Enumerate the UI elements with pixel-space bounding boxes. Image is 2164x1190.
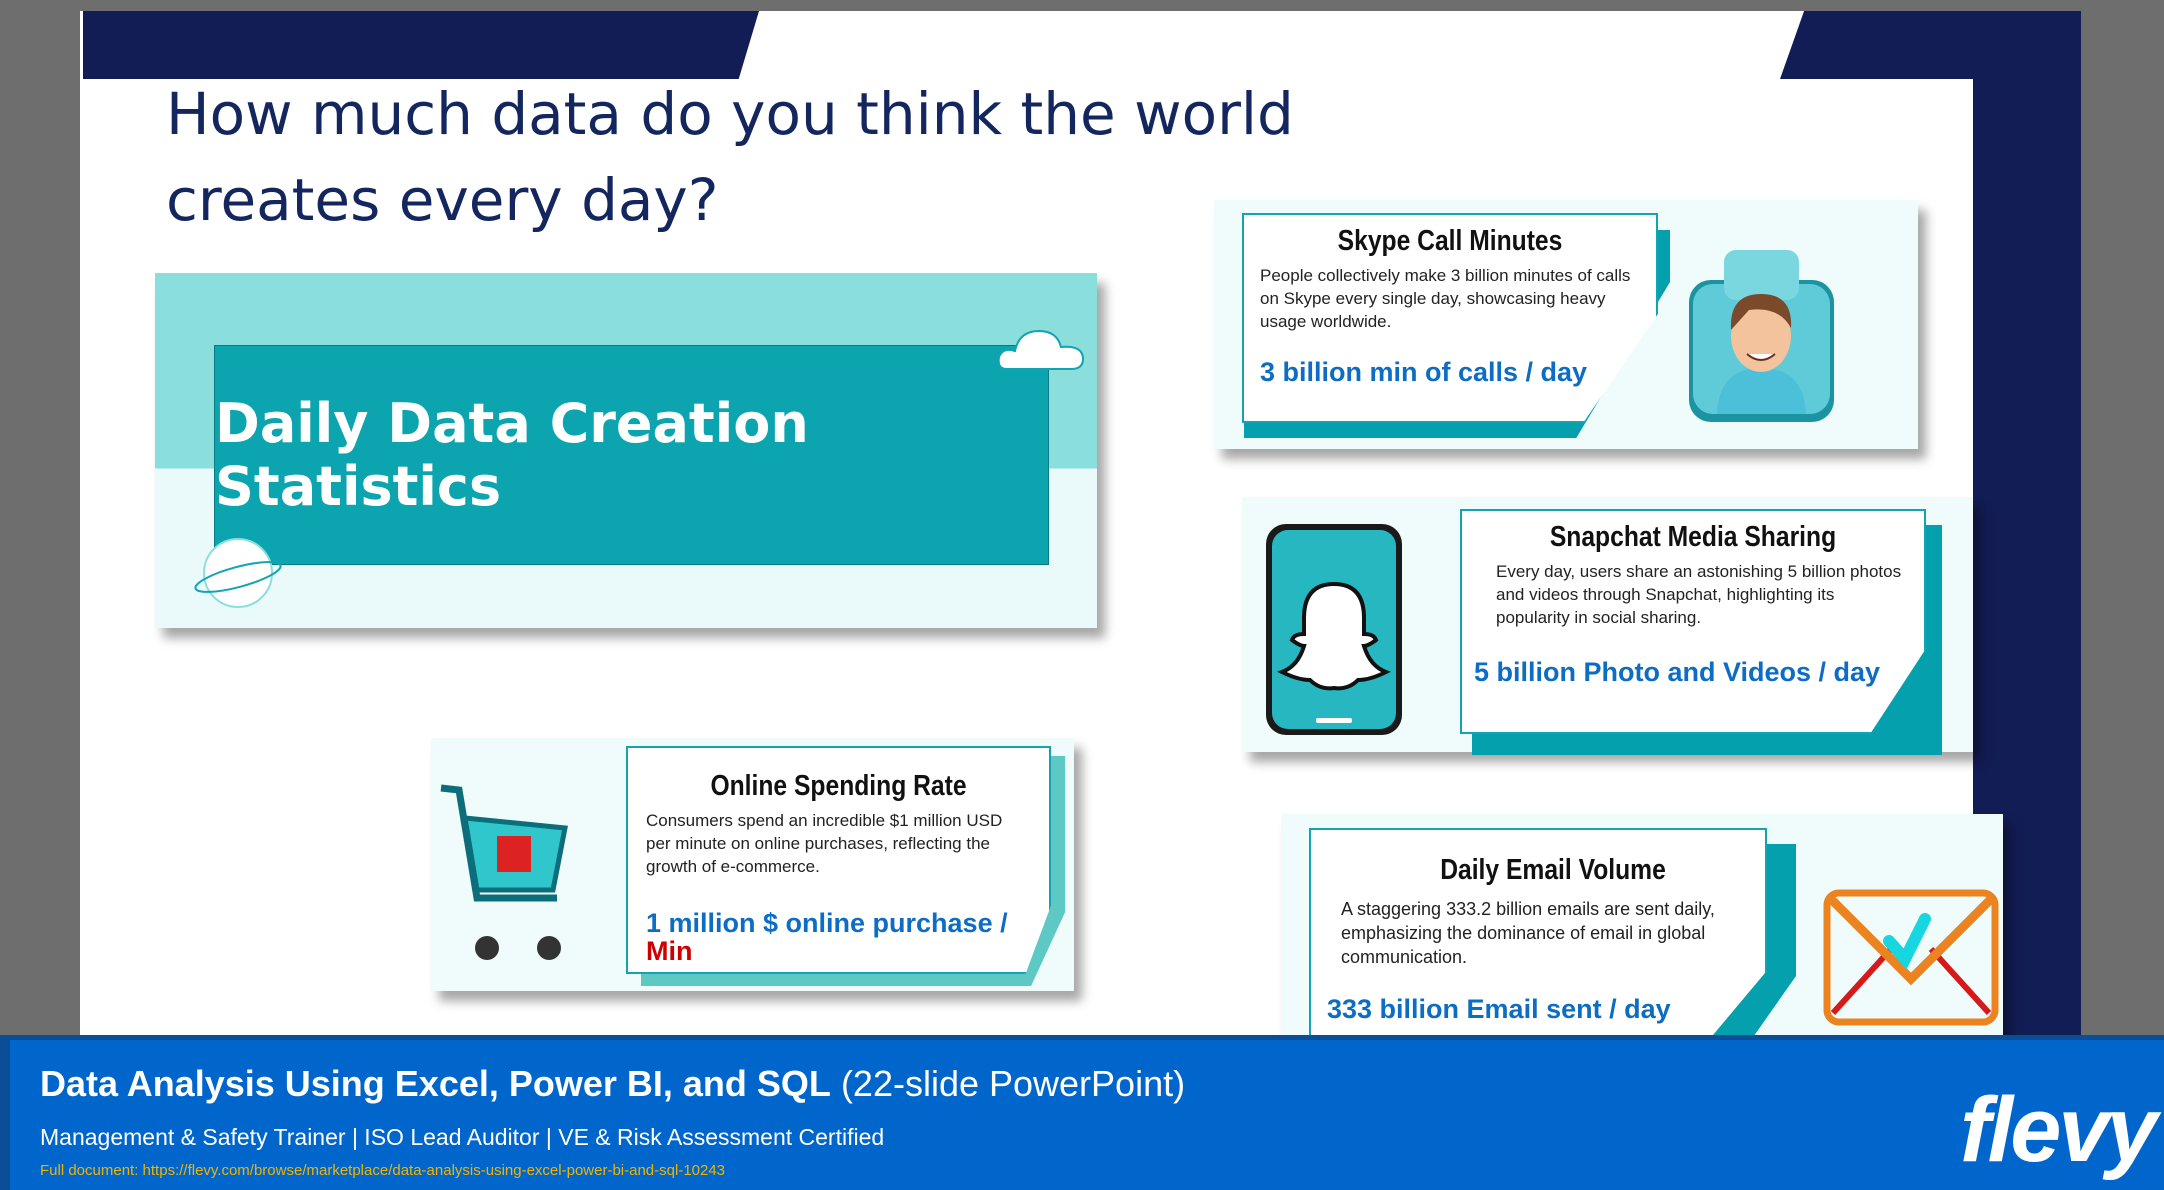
card-title: Online Spending Rate — [710, 770, 967, 802]
skype-panel: Skype Call Minutes People collectively m… — [1242, 213, 1658, 423]
card-title: Snapchat Media Sharing — [1549, 521, 1837, 553]
card-title: Daily Email Volume — [1440, 854, 1666, 886]
top-right-decor-bar — [1780, 11, 2081, 79]
slide-title: How much data do you think the world cre… — [166, 80, 1294, 234]
shopping-cart-icon — [437, 778, 572, 968]
document-title-suffix: (22-slide PowerPoint) — [840, 1063, 1186, 1104]
card-stat: 333 billion Email sent / day — [1327, 994, 1671, 1024]
slide: How much data do you think the world cre… — [80, 11, 2081, 1041]
footer-banner: Data Analysis Using Excel, Power BI, and… — [0, 1035, 2164, 1190]
skype-card: Skype Call Minutes People collectively m… — [1214, 200, 1918, 449]
document-title-main: Data Analysis Using Excel, Power BI, and… — [40, 1063, 831, 1104]
flevy-logo[interactable]: flevy — [1960, 1079, 2158, 1181]
card-stat: 3 billion min of calls / day — [1260, 357, 1588, 387]
online-spending-panel: Online Spending Rate Consumers spend an … — [626, 746, 1051, 974]
banner-card: Daily Data Creation Statistics — [155, 273, 1097, 628]
banner-title: Daily Data Creation Statistics — [215, 392, 809, 518]
card-stat: 1 million $ online purchase / — [646, 908, 1008, 938]
card-description: Every day, users share an astonishing 5 … — [1496, 562, 1902, 627]
cloud-icon — [997, 323, 1085, 371]
top-left-decor-bar — [83, 11, 759, 79]
email-panel: Daily Email Volume A staggering 333.2 bi… — [1309, 828, 1767, 1041]
banner-panel: Daily Data Creation Statistics — [214, 345, 1049, 565]
email-card: Daily Email Volume A staggering 333.2 bi… — [1281, 814, 2003, 1041]
author-credentials: Management & Safety Trainer | ISO Lead A… — [40, 1124, 885, 1150]
snapchat-ghost-icon — [1264, 522, 1404, 737]
document-title: Data Analysis Using Excel, Power BI, and… — [40, 1063, 1185, 1105]
document-link[interactable]: Full document: https://flevy.com/browse/… — [40, 1162, 726, 1179]
online-spending-card: Online Spending Rate Consumers spend an … — [431, 738, 1074, 991]
card-stat: 5 billion Photo and Videos / day — [1474, 657, 1881, 687]
card-description: A staggering 333.2 billion emails are se… — [1341, 899, 1715, 967]
card-title: Skype Call Minutes — [1337, 225, 1563, 257]
person-avatar-icon — [1689, 250, 1834, 425]
envelope-icon — [1823, 889, 1999, 1026]
card-description: People collectively make 3 billion minut… — [1260, 266, 1631, 331]
planet-icon — [193, 535, 283, 615]
snapchat-card: Snapchat Media Sharing Every day, users … — [1242, 497, 1973, 755]
card-stat-suffix: Min — [646, 936, 693, 966]
snapchat-panel: Snapchat Media Sharing Every day, users … — [1460, 509, 1926, 734]
card-description: Consumers spend an incredible $1 million… — [646, 811, 1003, 876]
